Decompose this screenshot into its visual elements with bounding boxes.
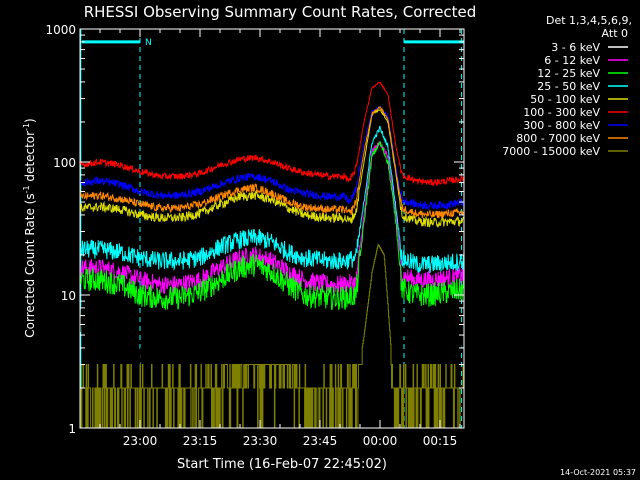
- y-axis-label-end: ): [23, 118, 37, 123]
- x-axis: 23:00 23:15 23:30 23:45 00:00 00:15: [79, 29, 461, 448]
- legend-label-3: 25 - 50 keV: [537, 80, 600, 93]
- y-axis-label-main: Corrected Count Rate (s: [23, 193, 37, 337]
- y-tick-label-3: 1000: [45, 23, 76, 37]
- x-axis-label: Start Time (16-Feb-07 22:45:02): [177, 457, 387, 472]
- x-tick-label-5: 00:15: [423, 434, 458, 448]
- x-tick-label-3: 23:45: [303, 434, 338, 448]
- legend-label-0: 3 - 6 keV: [551, 41, 600, 54]
- legend-label-7: 800 - 7000 keV: [516, 132, 600, 145]
- night-label: N: [145, 38, 152, 48]
- series-line-3: [79, 125, 464, 274]
- series-line-0: [79, 143, 464, 374]
- series-line-2: [79, 140, 464, 311]
- y-axis-label-sup2: -1: [22, 123, 31, 131]
- series-line-6: [79, 105, 464, 211]
- x-tick-label-0: 23:00: [123, 434, 158, 448]
- series-line-4: [79, 107, 464, 228]
- chart-title: RHESSI Observing Summary Count Rates, Co…: [84, 3, 477, 21]
- y-tick-label-2: 100: [53, 156, 76, 170]
- legend-label-8: 7000 - 15000 keV: [502, 145, 600, 158]
- y-axis-label-mid: detector: [23, 131, 37, 186]
- y-axis-label: Corrected Count Rate (s-1 detector-1): [22, 118, 37, 337]
- series-line-1: [79, 141, 464, 294]
- series-line-5: [79, 81, 464, 188]
- legend-label-2: 12 - 25 keV: [537, 67, 600, 80]
- x-tick-label-4: 00:00: [363, 434, 398, 448]
- series-line-7: [79, 106, 464, 219]
- plot-area: N: [79, 29, 464, 429]
- legend-label-1: 6 - 12 keV: [544, 54, 600, 67]
- series-line-8: [80, 244, 464, 429]
- x-tick-label-2: 23:30: [243, 434, 278, 448]
- legend-header-line1: Det 1,3,4,5,6,9,: [546, 14, 632, 27]
- y-axis: 1 10 100 1000: [45, 23, 464, 436]
- legend-header-line2: Att 0: [602, 27, 628, 40]
- y-tick-label-0: 1: [68, 422, 76, 436]
- plot-frame: [79, 28, 465, 429]
- legend-label-6: 300 - 800 keV: [523, 119, 600, 132]
- y-tick-label-1: 10: [61, 289, 76, 303]
- legend-label-5: 100 - 300 keV: [523, 106, 600, 119]
- timestamp: 14-Oct-2021 05:37: [560, 468, 636, 477]
- legend-label-4: 50 - 100 keV: [530, 93, 600, 106]
- y-axis-label-sup1: -1: [22, 185, 31, 193]
- x-tick-label-1: 23:15: [183, 434, 218, 448]
